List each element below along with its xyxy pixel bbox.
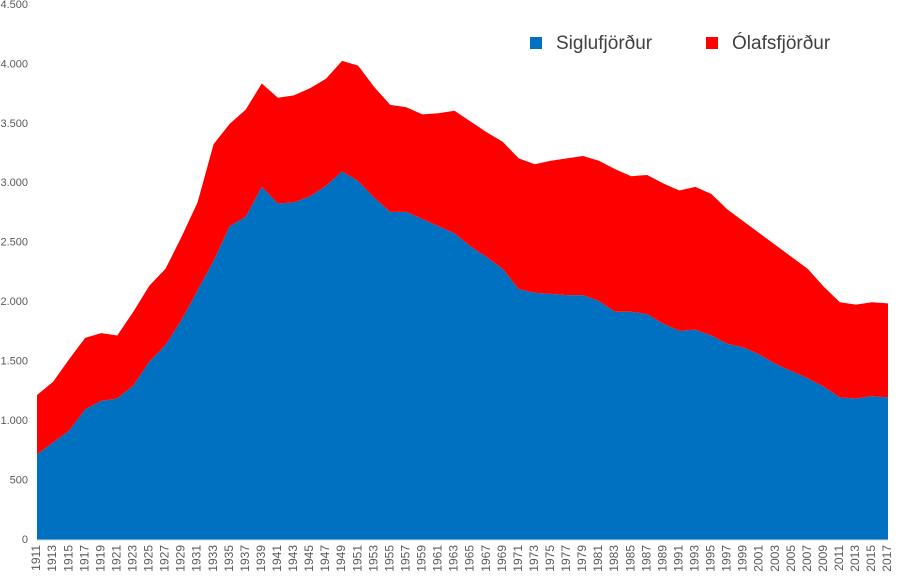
x-tick-label: 1937 bbox=[238, 545, 252, 572]
x-tick-label: 1965 bbox=[463, 545, 477, 572]
area bbox=[37, 171, 888, 540]
x-tick-label: 1963 bbox=[447, 545, 461, 572]
x-tick-label: 1995 bbox=[704, 545, 718, 572]
x-tick-label: 1997 bbox=[720, 545, 734, 572]
x-tick-label: 2007 bbox=[800, 545, 814, 572]
x-tick-label: 1913 bbox=[45, 545, 59, 572]
x-tick-label: 1977 bbox=[559, 545, 573, 572]
x-tick-label: 1975 bbox=[543, 545, 557, 572]
x-tick-label: 1923 bbox=[126, 545, 140, 572]
area bbox=[37, 60, 888, 455]
x-tick-label: 2001 bbox=[752, 545, 766, 572]
x-tick-label: 1911 bbox=[29, 545, 43, 571]
x-tick-label: 1947 bbox=[318, 545, 332, 572]
x-tick-label: 2011 bbox=[832, 545, 846, 571]
x-tick-label: 1957 bbox=[398, 545, 412, 572]
legend-label: Ólafsfjörður bbox=[732, 32, 831, 54]
legend-swatch bbox=[530, 37, 542, 49]
x-tick-label: 1953 bbox=[366, 545, 380, 572]
x-tick-label: 1971 bbox=[511, 545, 525, 572]
x-tick-label: 1915 bbox=[61, 545, 75, 572]
y-tick-label: 500 bbox=[10, 474, 28, 486]
x-tick-label: 1941 bbox=[270, 545, 284, 572]
x-tick-label: 1993 bbox=[687, 545, 701, 572]
legend-swatch bbox=[706, 37, 718, 49]
x-tick-label: 1935 bbox=[222, 545, 236, 572]
x-tick-label: 2017 bbox=[880, 545, 894, 572]
x-tick-label: 1961 bbox=[431, 545, 445, 572]
x-tick-label: 1921 bbox=[109, 545, 123, 572]
x-tick-label: 2005 bbox=[784, 545, 798, 572]
x-tick-label: 1989 bbox=[655, 545, 669, 572]
x-tick-label: 1949 bbox=[334, 545, 348, 572]
x-tick-label: 1991 bbox=[671, 545, 685, 572]
x-tick-label: 1985 bbox=[623, 545, 637, 572]
x-tick-label: 1979 bbox=[575, 545, 589, 572]
x-tick-label: 1929 bbox=[174, 545, 188, 572]
x-tick-label: 1931 bbox=[190, 545, 204, 572]
x-tick-label: 1959 bbox=[415, 545, 429, 572]
y-tick-label: 3.000 bbox=[0, 177, 28, 189]
x-tick-label: 1969 bbox=[495, 545, 509, 572]
x-tick-label: 1919 bbox=[93, 545, 107, 572]
y-tick-label: 2.000 bbox=[0, 296, 28, 308]
x-tick-label: 1983 bbox=[607, 545, 621, 572]
x-tick-label: 2009 bbox=[816, 545, 830, 572]
y-tick-label: 1.000 bbox=[0, 415, 28, 427]
x-tick-label: 2003 bbox=[768, 545, 782, 572]
y-tick-label: 4.500 bbox=[0, 0, 28, 11]
x-tick-label: 2013 bbox=[848, 545, 862, 572]
x-tick-label: 1933 bbox=[206, 545, 220, 572]
x-tick-label: 1987 bbox=[639, 545, 653, 572]
x-tick-label: 1927 bbox=[158, 545, 172, 572]
x-tick-label: 1999 bbox=[736, 545, 750, 572]
x-tick-label: 1939 bbox=[254, 545, 268, 572]
x-tick-label: 1967 bbox=[479, 545, 493, 572]
x-tick-label: 1917 bbox=[77, 545, 91, 572]
x-tick-label: 1981 bbox=[591, 545, 605, 572]
x-tick-label: 1945 bbox=[302, 545, 316, 572]
y-tick-label: 0 bbox=[22, 534, 28, 546]
x-tick-label: 1943 bbox=[286, 545, 300, 572]
y-tick-label: 4.000 bbox=[0, 58, 28, 70]
legend-label: Siglufjörður bbox=[556, 33, 653, 54]
x-tick-label: 2015 bbox=[864, 545, 878, 572]
x-tick-label: 1973 bbox=[527, 545, 541, 572]
x-tick-label: 1955 bbox=[382, 545, 396, 572]
y-tick-label: 1.500 bbox=[0, 356, 28, 368]
y-tick-label: 2.500 bbox=[0, 237, 28, 249]
x-tick-label: 1925 bbox=[142, 545, 156, 572]
y-tick-label: 3.500 bbox=[0, 118, 28, 130]
x-tick-label: 1951 bbox=[350, 545, 364, 572]
